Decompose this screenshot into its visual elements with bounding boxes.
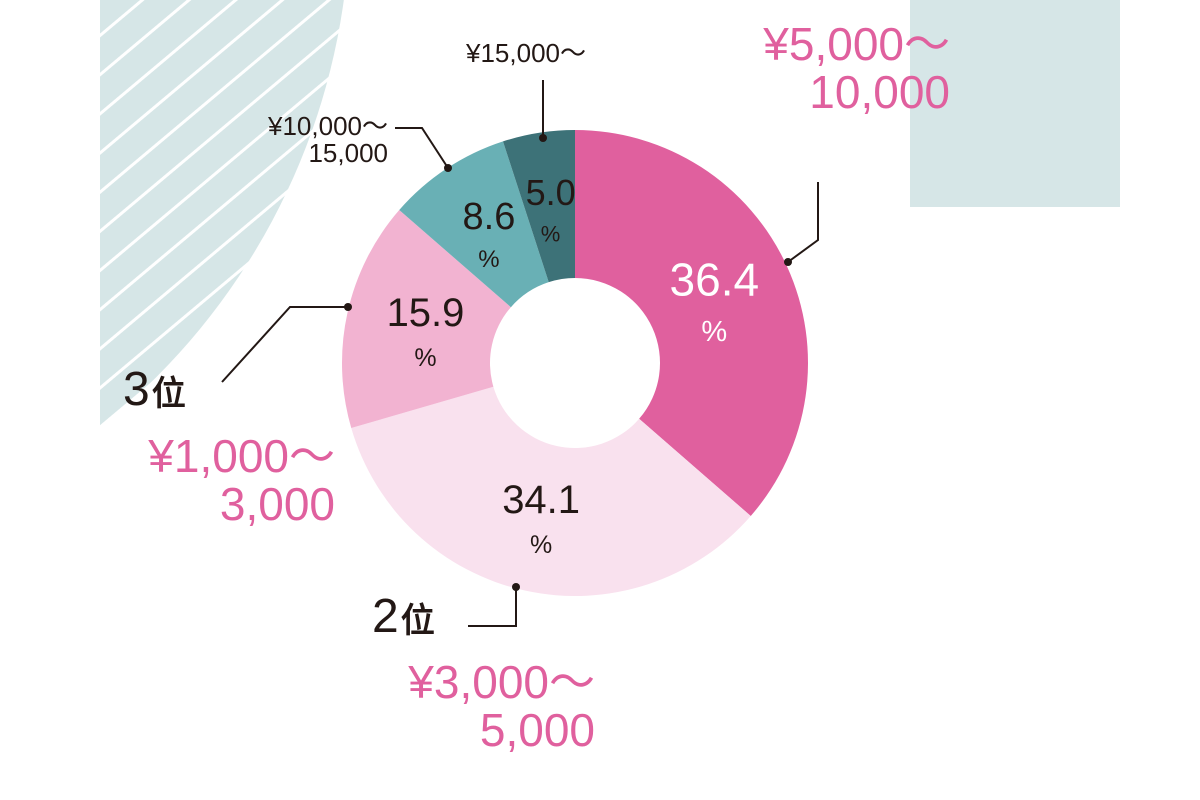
leader-line-rank2 — [468, 587, 517, 627]
leader-dot-15000 — [539, 134, 547, 142]
rank2-badge: 2位 — [372, 590, 435, 643]
slice-value-1-000-3-000: 15.9 — [387, 291, 465, 335]
slice-value-3-000-5-000: 34.1 — [502, 478, 580, 522]
leader-line-10000-15000 — [395, 127, 449, 169]
callout-15000: ¥15,000〜 — [466, 38, 586, 68]
leader-line-5000-10000 — [787, 182, 819, 263]
leader-dot-10000-15000 — [444, 164, 452, 172]
callout-10000-15000-line1: ¥10,000〜 — [268, 111, 388, 141]
callout-10000-15000-line2: 15,000 — [308, 138, 388, 169]
donut-slice-15-000 — [502, 130, 575, 283]
leader-line-rank3 — [221, 306, 348, 383]
leader-dot-5000-10000 — [784, 258, 792, 266]
leader-dot-rank3 — [344, 303, 352, 311]
rank2-number: 2 — [372, 590, 399, 643]
callout-3000-5000-line2: 5,000 — [479, 704, 595, 757]
callout-10000-15000: ¥10,000〜 15,000 — [268, 111, 388, 169]
donut-slice-10-000-15-000 — [399, 141, 549, 308]
leader-dot-rank2 — [512, 583, 520, 591]
callout-3000-5000-line1: ¥3,000〜 — [408, 656, 595, 708]
striped-decoration — [100, 0, 344, 428]
rank2-unit: 位 — [400, 602, 435, 640]
callout-15000-text: ¥15,000〜 — [466, 38, 586, 68]
callout-3000-5000: ¥3,000〜 5,000 — [408, 658, 595, 755]
callout-5000-10000-line2: 10,000 — [809, 66, 950, 119]
rank3-badge: 3位 — [123, 363, 186, 416]
slice-unit-15-000: % — [541, 221, 561, 246]
rank3-number: 3 — [123, 363, 150, 416]
callout-5000-10000: ¥5,000〜 10,000 — [763, 20, 950, 117]
callout-1000-3000: ¥1,000〜 3,000 — [148, 432, 335, 529]
slice-unit-5-000-10-000: % — [701, 316, 727, 348]
slice-unit-3-000-5-000: % — [530, 531, 552, 559]
rank3-unit: 位 — [151, 375, 186, 413]
slice-unit-1-000-3-000: % — [414, 344, 436, 372]
callout-5000-10000-line1: ¥5,000〜 — [763, 18, 950, 70]
donut-slice-5-000-10-000 — [575, 130, 808, 516]
slice-value-15-000: 5.0 — [526, 172, 576, 213]
teal-block-decoration — [910, 0, 1120, 207]
callout-1000-3000-line2: 3,000 — [219, 478, 335, 531]
slice-unit-10-000-15-000: % — [478, 246, 499, 273]
slice-value-10-000-15-000: 8.6 — [463, 196, 516, 238]
slice-value-5-000-10-000: 36.4 — [670, 254, 760, 306]
donut-slice-3-000-5-000 — [351, 386, 751, 596]
donut-slice-1-000-3-000 — [341, 210, 511, 429]
callout-1000-3000-line1: ¥1,000〜 — [148, 430, 335, 482]
